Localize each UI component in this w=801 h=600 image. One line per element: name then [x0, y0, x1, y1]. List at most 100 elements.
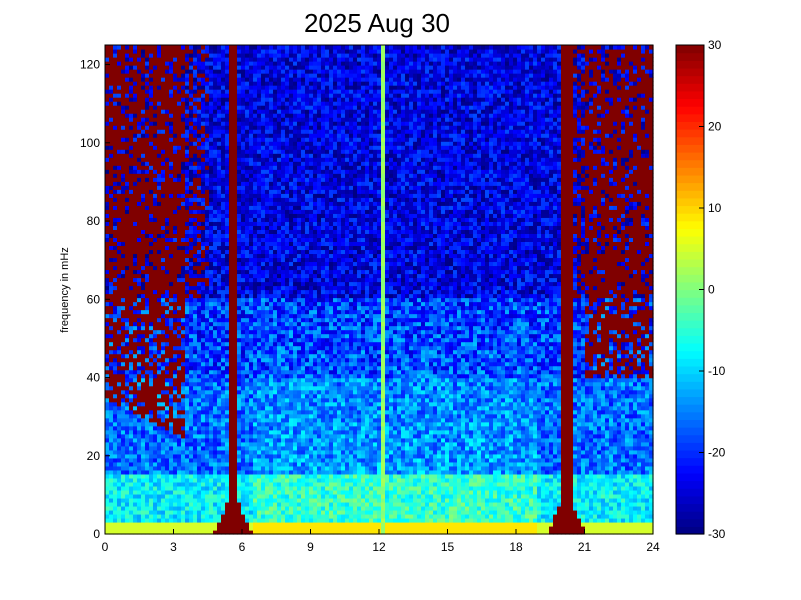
heatmap-cell — [245, 413, 250, 419]
heatmap-cell — [261, 445, 266, 451]
heatmap-cell — [229, 141, 234, 146]
heatmap-cell — [133, 45, 138, 50]
heatmap-cell — [141, 309, 146, 315]
heatmap-cell — [265, 149, 270, 154]
heatmap-cell — [117, 193, 122, 198]
heatmap-cell — [145, 529, 150, 535]
heatmap-cell — [189, 317, 194, 323]
heatmap-cell — [209, 305, 214, 311]
heatmap-cell — [241, 45, 246, 50]
heatmap-cell — [249, 201, 254, 206]
heatmap-cell — [261, 293, 266, 299]
heatmap-cell — [209, 265, 214, 271]
heatmap-cell — [241, 65, 246, 70]
heatmap-cell — [133, 173, 138, 178]
heatmap-cell — [129, 421, 134, 427]
heatmap-cell — [237, 57, 242, 62]
heatmap-cell — [117, 481, 122, 487]
heatmap-cell — [253, 289, 258, 295]
heatmap-cell — [185, 529, 190, 535]
heatmap-cell — [157, 49, 162, 54]
heatmap-cell — [177, 121, 182, 126]
heatmap-cell — [137, 281, 142, 287]
heatmap-cell — [117, 153, 122, 158]
heatmap-cell — [181, 325, 186, 331]
heatmap-cell — [145, 497, 150, 503]
heatmap-cell — [205, 457, 210, 463]
heatmap-cell — [257, 185, 262, 190]
heatmap-cell — [193, 333, 198, 339]
heatmap-cell — [265, 277, 270, 283]
heatmap-cell — [161, 265, 166, 271]
heatmap-cell — [185, 501, 190, 507]
heatmap-cell — [221, 269, 226, 275]
heatmap-cell — [217, 393, 222, 399]
heatmap-cell — [189, 445, 194, 451]
heatmap-cell — [149, 49, 154, 54]
heatmap-cell — [113, 73, 118, 78]
heatmap-cell — [121, 301, 126, 307]
heatmap-cell — [213, 289, 218, 295]
heatmap-cell — [177, 273, 182, 279]
heatmap-cell — [217, 45, 222, 50]
heatmap-cell — [189, 357, 194, 363]
heatmap-cell — [213, 417, 218, 423]
heatmap-cell — [201, 349, 206, 355]
heatmap-cell — [181, 277, 186, 283]
heatmap-cell — [217, 65, 222, 70]
heatmap-cell — [129, 493, 134, 499]
heatmap-cell — [105, 93, 110, 98]
heatmap-cell — [137, 205, 142, 210]
heatmap-cell — [149, 273, 154, 279]
heatmap-cell — [173, 157, 178, 162]
heatmap-cell — [233, 309, 238, 315]
heatmap-cell — [217, 89, 222, 94]
heatmap-cell — [185, 193, 190, 198]
heatmap-cell — [189, 45, 194, 50]
heatmap-cell — [121, 321, 126, 327]
heatmap-cell — [217, 201, 222, 206]
heatmap-cell — [237, 473, 242, 479]
heatmap-cell — [169, 389, 174, 395]
heatmap-cell — [105, 329, 110, 335]
heatmap-cell — [193, 229, 198, 234]
heatmap-cell — [181, 393, 186, 399]
heatmap-cell — [245, 381, 250, 387]
heatmap-cell — [117, 285, 122, 291]
heatmap-cell — [129, 61, 134, 66]
heatmap-cell — [209, 129, 214, 134]
heatmap-cell — [145, 137, 150, 142]
heatmap-cell — [137, 301, 142, 307]
heatmap-cell — [165, 273, 170, 279]
heatmap-cell — [153, 49, 158, 54]
heatmap-cell — [225, 497, 230, 503]
heatmap-cell — [173, 165, 178, 170]
heatmap-cell — [153, 477, 158, 483]
heatmap-cell — [189, 489, 194, 495]
heatmap-cell — [209, 293, 214, 299]
heatmap-cell — [169, 229, 174, 234]
heatmap-cell — [125, 285, 130, 291]
heatmap-cell — [125, 85, 130, 90]
heatmap-cell — [141, 397, 146, 403]
heatmap-cell — [193, 141, 198, 146]
heatmap-cell — [233, 265, 238, 271]
heatmap-cell — [145, 89, 150, 94]
heatmap-cell — [233, 105, 238, 110]
heatmap-cell — [141, 277, 146, 283]
heatmap-cell — [221, 313, 226, 319]
heatmap-cell — [245, 221, 250, 226]
heatmap-cell — [201, 149, 206, 154]
heatmap-cell — [113, 249, 118, 255]
heatmap-cell — [149, 369, 154, 375]
heatmap-cell — [113, 245, 118, 251]
heatmap-cell — [177, 493, 182, 499]
heatmap-cell — [177, 305, 182, 311]
heatmap-cell — [253, 429, 258, 435]
heatmap-cell — [177, 253, 182, 259]
heatmap-cell — [157, 333, 162, 339]
heatmap-cell — [221, 253, 226, 259]
heatmap-cell — [197, 529, 202, 535]
heatmap-cell — [153, 457, 158, 463]
heatmap-cell — [177, 161, 182, 166]
